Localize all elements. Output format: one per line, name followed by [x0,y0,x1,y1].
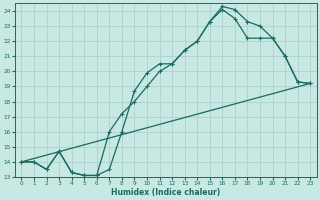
X-axis label: Humidex (Indice chaleur): Humidex (Indice chaleur) [111,188,220,197]
